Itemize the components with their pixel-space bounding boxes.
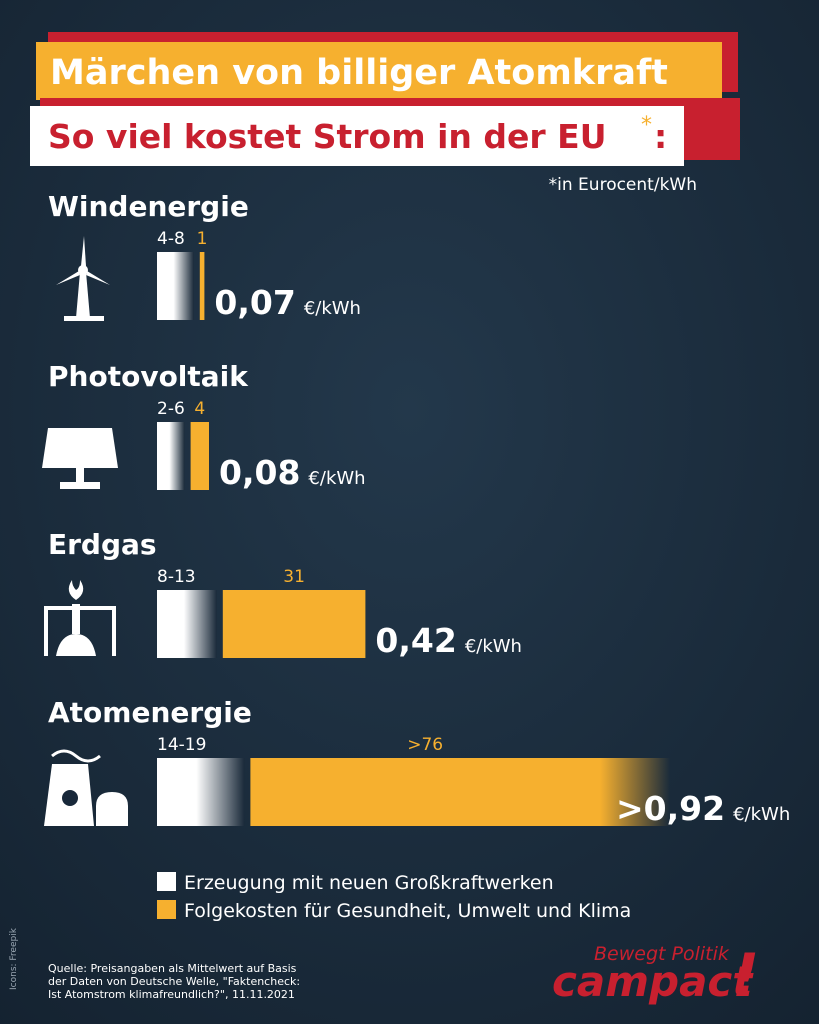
followup-label: 4 [194, 399, 205, 419]
subtitle-asterisk: * [641, 113, 652, 138]
total-label: 0,08 [219, 453, 300, 492]
icons [42, 236, 128, 826]
followup-bar [250, 758, 600, 826]
legend: Erzeugung mit neuen Großkraftwerken Folge… [157, 872, 631, 922]
generation-bar [157, 422, 185, 490]
generation-label: 14-19 [157, 735, 206, 755]
followup-bar [222, 590, 366, 658]
gas-icon [44, 580, 116, 656]
generation-bar [157, 590, 217, 658]
subtitle-colon: : [654, 117, 667, 156]
generation-bar [157, 758, 245, 826]
footnote: *in Eurocent/kWh [549, 175, 697, 195]
total-unit: €/kWh [465, 636, 522, 657]
legend-swatch [157, 900, 176, 919]
subtitle: So viel kostet Strom in der EU [48, 117, 607, 156]
total-label: >0,92 [616, 789, 725, 828]
wind-icon [56, 236, 110, 321]
subtitle-band [30, 106, 684, 166]
followup-label: 1 [197, 229, 208, 249]
followup-bar [190, 422, 209, 490]
title-band [36, 42, 722, 100]
followup-label: 31 [283, 567, 305, 587]
legend-label: Folgekosten für Gesundheit, Umwelt und K… [184, 900, 631, 922]
logo-tagline: Bewegt Politik [594, 943, 730, 965]
section-title: Photovoltaik [48, 360, 249, 393]
total-unit: €/kWh [308, 468, 365, 489]
nuclear-icon [44, 749, 128, 826]
title: Märchen von billiger Atomkraft [50, 53, 668, 93]
section-title: Atomenergie [48, 696, 252, 729]
generation-label: 8-13 [157, 567, 196, 587]
source-line: Ist Atomstrom klimafreundlich?", 11.11.2… [48, 988, 295, 1001]
followup-fade [600, 758, 670, 826]
generation-label: 2-6 [157, 399, 185, 419]
section-title: Windenergie [48, 190, 249, 223]
source-line: Quelle: Preisangaben als Mittelwert auf … [48, 962, 297, 975]
legend-swatch [157, 872, 176, 891]
logo-brand: campact [552, 957, 754, 1006]
legend-label: Erzeugung mit neuen Großkraftwerken [184, 872, 554, 894]
followup-label: >76 [407, 735, 443, 755]
followup-bar [199, 252, 205, 320]
generation-label: 4-8 [157, 229, 185, 249]
logo-mark: ! [732, 941, 759, 1011]
solar-icon [42, 428, 118, 489]
generation-bar [157, 252, 194, 320]
total-label: 0,07 [214, 283, 295, 322]
total-unit: €/kWh [733, 804, 790, 825]
total-label: 0,42 [375, 621, 456, 660]
icon-credit: Icons: Freepik [9, 927, 19, 990]
section-title: Erdgas [48, 528, 157, 561]
total-unit: €/kWh [304, 298, 361, 319]
source-line: der Daten von Deutsche Welle, "Faktenche… [48, 975, 300, 988]
